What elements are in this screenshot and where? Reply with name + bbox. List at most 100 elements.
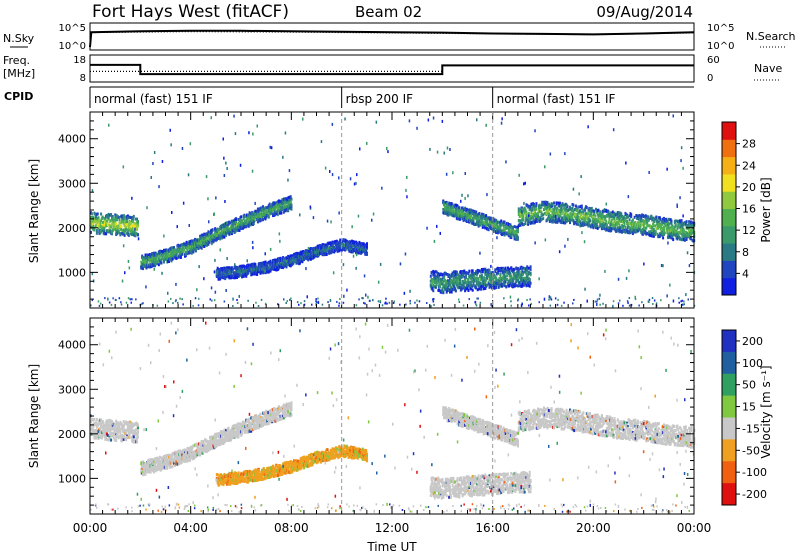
heatmap-speckle — [501, 117, 503, 120]
heatmap-cell — [432, 289, 434, 292]
heatmap-cell — [133, 215, 135, 218]
heatmap-cell — [519, 271, 521, 274]
heatmap-cell — [529, 285, 531, 288]
heatmap-cell — [339, 239, 341, 242]
heatmap-cell — [153, 257, 155, 260]
heatmap-cell — [451, 202, 453, 205]
heatmap-cell — [605, 220, 607, 223]
heatmap-speckle — [599, 294, 601, 297]
heatmap-speckle — [163, 235, 165, 238]
heatmap-speckle — [225, 289, 227, 292]
heatmap-cell — [280, 212, 282, 215]
noise-right-tick-bottom: 10^0 — [707, 41, 734, 52]
heatmap-cell — [504, 267, 506, 270]
heatmap-cell — [472, 289, 474, 292]
heatmap-cell — [91, 212, 93, 215]
heatmap-cell — [465, 274, 467, 277]
heatmap-cell — [192, 251, 194, 254]
station-title: Fort Hays West (fitACF) — [92, 2, 289, 22]
heatmap-cell — [572, 204, 574, 207]
heatmap-cell — [664, 231, 666, 234]
heatmap-speckle — [146, 206, 148, 209]
heatmap-cell — [577, 223, 579, 226]
frequency-panel-frame — [90, 55, 694, 82]
heatmap-speckle — [555, 215, 557, 218]
heatmap-cell — [525, 222, 527, 225]
heatmap-cell — [686, 220, 688, 223]
heatmap-cell — [120, 225, 122, 228]
heatmap-cell — [112, 215, 114, 218]
heatmap-cell — [608, 218, 610, 221]
heatmap-cell — [102, 221, 104, 224]
heatmap-cell — [176, 253, 178, 256]
heatmap-cell — [589, 219, 591, 222]
heatmap-speckle — [356, 253, 358, 256]
heatmap-speckle — [215, 291, 217, 294]
heatmap-cell — [542, 217, 544, 220]
heatmap-cell — [468, 270, 470, 273]
frequency-series-group — [90, 65, 694, 74]
heatmap-cell — [572, 216, 574, 219]
heatmap-cell — [630, 215, 632, 218]
heatmap-cell — [108, 213, 110, 216]
heatmap-speckle — [689, 264, 691, 267]
heatmap-cell — [158, 263, 160, 266]
heatmap-cell — [672, 238, 674, 241]
heatmap-speckle — [428, 119, 430, 122]
heatmap-cell — [522, 215, 524, 218]
heatmap-cell — [655, 216, 657, 219]
heatmap-cell — [291, 204, 293, 207]
heatmap-cell — [530, 272, 532, 275]
heatmap-cell — [223, 236, 225, 239]
heatmap-cell — [504, 273, 506, 276]
heatmap-cell — [136, 228, 138, 231]
heatmap-cell — [127, 216, 129, 219]
heatmap-cell — [586, 206, 588, 209]
heatmap-cell — [530, 282, 532, 285]
heatmap-cell — [366, 245, 368, 248]
heatmap-cell — [102, 216, 104, 219]
heatmap-speckle — [131, 197, 133, 200]
heatmap-cell — [480, 288, 482, 291]
cpid-label: CPID — [4, 90, 33, 103]
heatmap-cell — [553, 202, 555, 205]
heatmap-speckle — [152, 162, 154, 165]
heatmap-cell — [137, 233, 139, 236]
heatmap-cell — [530, 268, 532, 271]
heatmap-cell — [530, 265, 532, 268]
heatmap-speckle — [282, 156, 284, 159]
heatmap-cell — [662, 236, 664, 239]
heatmap-cell — [132, 220, 134, 223]
heatmap-cell — [632, 219, 634, 222]
heatmap-speckle — [666, 294, 668, 297]
heatmap-cell — [180, 256, 182, 259]
heatmap-cell — [96, 232, 98, 235]
heatmap-cell — [517, 229, 519, 232]
heatmap-cell — [517, 237, 519, 240]
heatmap-cell — [195, 249, 197, 252]
heatmap-speckle — [373, 213, 375, 216]
heatmap-cell — [181, 243, 183, 246]
heatmap-cell — [137, 220, 139, 223]
heatmap-cell — [675, 223, 677, 226]
heatmap-cell — [105, 232, 107, 235]
heatmap-cell — [504, 221, 506, 224]
heatmap-cell — [655, 230, 657, 233]
heatmap-speckle — [606, 203, 608, 206]
frequency-panel: Freq. [MHz] 18 8 60 0 Nave — [3, 54, 782, 84]
frequency-left-tick-bottom: 8 — [80, 73, 86, 84]
heatmap-speckle — [447, 279, 449, 282]
heatmap-cell — [522, 219, 524, 222]
heatmap-cell — [97, 212, 99, 215]
heatmap-cell — [629, 218, 631, 221]
heatmap-speckle — [225, 162, 227, 165]
heatmap-speckle — [358, 215, 360, 218]
noise-left-tick-bottom: 10^0 — [59, 41, 86, 52]
heatmap-cell — [110, 213, 112, 216]
heatmap-cell — [247, 272, 249, 275]
noise-panel-frame — [90, 23, 694, 50]
noise-right-tick-top: 10^5 — [707, 23, 734, 34]
frequency-series-1 — [90, 66, 694, 72]
